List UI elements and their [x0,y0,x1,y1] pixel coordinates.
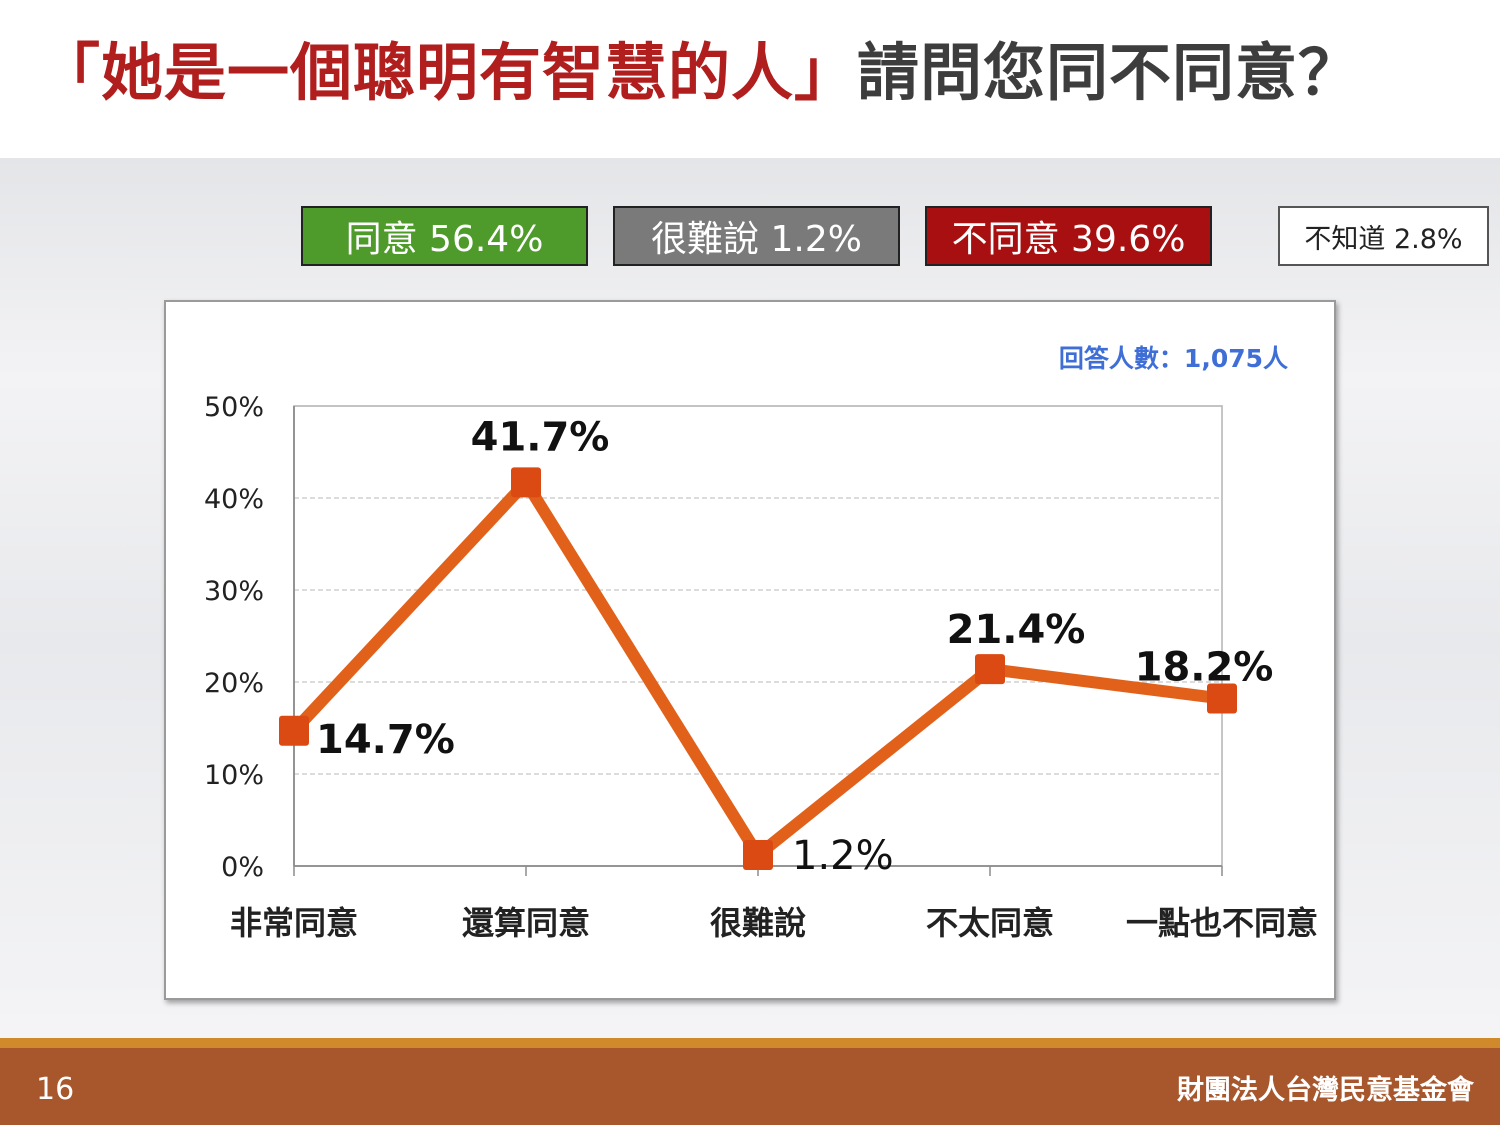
summary-agree-badge: 同意 56.4% [301,206,588,266]
y-tick-label: 0% [221,852,264,883]
data-label: 1.2% [792,833,894,879]
title-quote: 「她是一個聰明有智慧的人」 [38,36,858,109]
y-tick-label: 30% [204,576,264,607]
data-point [511,467,541,498]
page-title: 「她是一個聰明有智慧的人」請問您同不同意？ [38,42,1361,104]
category-label: 很難說 [710,904,806,942]
summary-dont-know-badge: 不知道 2.8% [1278,206,1489,266]
y-tick-label: 10% [204,760,264,791]
page-number: 16 [36,1072,75,1107]
footer-bar [0,1048,1500,1125]
header: 「她是一個聰明有智慧的人」請問您同不同意？ [0,0,1500,158]
data-point [975,654,1005,685]
y-tick-label: 20% [204,668,264,699]
chart-panel: 回答人數：1,075人 0% 10% 20% 30% 40% 50% 非常同意 還算同意 很難… [164,300,1336,1000]
summary-hard-to-say-badge: 很難說 1.2% [613,206,900,266]
data-point [279,715,309,746]
respondents-count: 回答人數：1,075人 [1059,344,1288,373]
title-question: 請問您同不同意？ [857,36,1362,109]
category-label: 還算同意 [462,904,590,942]
line-chart: 回答人數：1,075人 0% 10% 20% 30% 40% 50% 非常同意 還算同意 很難… [204,344,1318,942]
footer-divider [0,1038,1500,1048]
category-label: 一點也不同意 [1126,904,1318,942]
category-label: 不太同意 [926,904,1054,942]
y-tick-label: 40% [204,484,264,515]
y-tick-label: 50% [204,392,264,423]
summary-disagree-badge: 不同意 39.6% [925,206,1212,266]
data-point [1207,683,1237,714]
data-label: 41.7% [471,414,610,460]
data-label: 14.7% [316,717,455,763]
category-label: 非常同意 [230,904,358,942]
data-label: 18.2% [1135,645,1274,691]
series-line [289,472,1223,864]
organization-name: 財團法人台灣民意基金會 [1177,1075,1474,1106]
data-point [743,839,773,870]
data-label: 21.4% [947,607,1086,653]
